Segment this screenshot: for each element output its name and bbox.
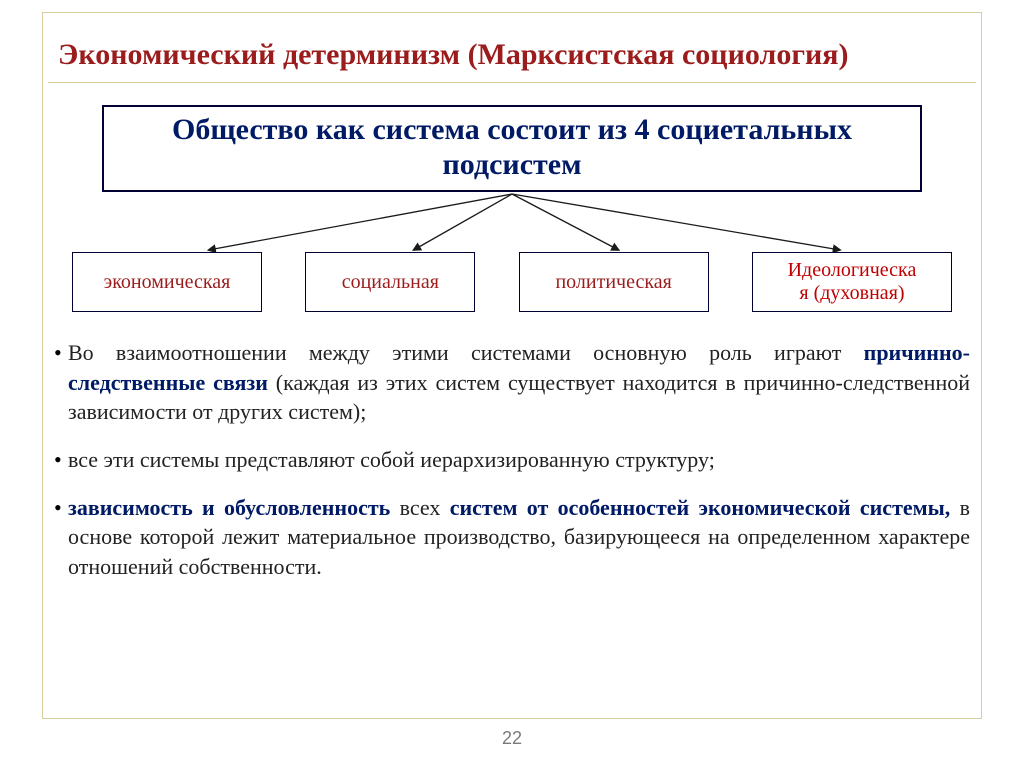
subsystem-box-0: экономическая — [72, 252, 262, 312]
text-run: все эти системы представляют собой иерар… — [68, 447, 715, 472]
slide-title: Экономический детерминизм (Марксистская … — [48, 20, 976, 78]
bullet-item-1: все эти системы представляют собой иерар… — [54, 445, 970, 475]
header-box: Общество как система состоит из 4 социет… — [102, 105, 922, 192]
slide-content: Экономический детерминизм (Марксистская … — [48, 20, 976, 582]
text-run: систем от особенностей экономической сис… — [450, 495, 951, 520]
bullet-item-2: зависимость и обусловленность всех систе… — [54, 493, 970, 582]
text-run: зависимость и обусловленность — [68, 495, 390, 520]
text-run: всех — [390, 495, 449, 520]
arrow-line — [209, 194, 512, 250]
bullet-list: Во взаимоотношении между этими системами… — [48, 338, 976, 582]
arrow-line — [512, 194, 619, 250]
bullet-item-0: Во взаимоотношении между этими системами… — [54, 338, 970, 427]
subsystem-row: экономическая социальная политическая Идеол… — [72, 252, 952, 312]
text-run: Во взаимоотношении между этими системами… — [68, 340, 864, 365]
fanout-arrows — [102, 192, 922, 252]
subsystem-box-2: политическая — [519, 252, 709, 312]
arrow-line — [414, 194, 512, 250]
subsystem-box-3: Идеологическая (духовная) — [752, 252, 952, 312]
arrow-line — [512, 194, 840, 250]
page-number: 22 — [0, 728, 1024, 749]
subsystem-box-1: социальная — [305, 252, 475, 312]
title-underline — [48, 82, 976, 83]
